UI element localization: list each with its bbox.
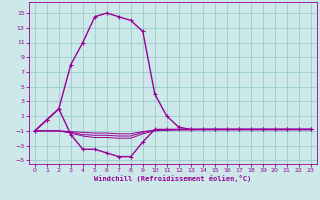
X-axis label: Windchill (Refroidissement éolien,°C): Windchill (Refroidissement éolien,°C) xyxy=(94,175,252,182)
